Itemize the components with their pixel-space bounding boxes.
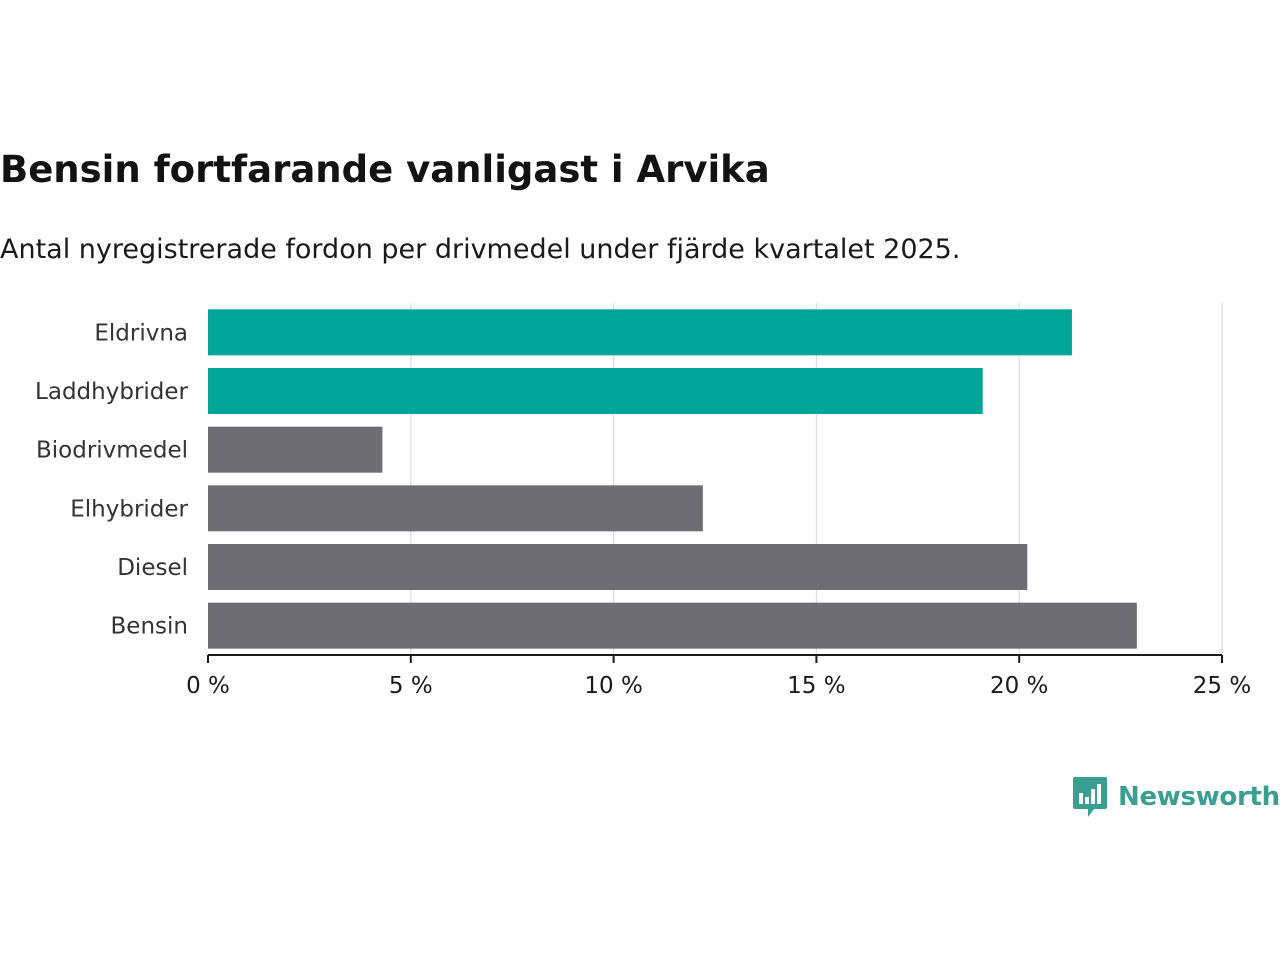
category-label: Bensin xyxy=(111,614,188,640)
grid-lines xyxy=(410,303,1223,655)
chart-title: Bensin fortfarande vanligast i Arvika xyxy=(0,148,770,191)
category-label: Eldrivna xyxy=(94,320,188,346)
bar-eldrivna xyxy=(208,309,1072,356)
x-tick-label: 0 % xyxy=(186,673,230,699)
x-tick-label: 15 % xyxy=(787,673,845,699)
x-tick-label: 5 % xyxy=(389,673,433,699)
chart-subtitle: Antal nyregistrerade fordon per drivmede… xyxy=(0,234,961,265)
bar-laddhybrider xyxy=(208,368,983,414)
bar-elhybrider xyxy=(208,485,703,532)
bar-diesel xyxy=(208,544,1028,590)
bar-bensin xyxy=(208,602,1137,649)
brand-logo: Newsworthy xyxy=(1072,775,1280,819)
x-tick-label: 10 % xyxy=(584,673,642,699)
x-tick-label: 20 % xyxy=(990,673,1048,699)
category-labels: Eldrivna Laddhybrider Biodrivmedel Elhybrid… xyxy=(35,320,188,639)
x-axis: 0 % 5 % 10 % 15 % 20 % 25 % xyxy=(186,654,1251,699)
bar-chart-icon xyxy=(1073,777,1107,817)
category-label: Diesel xyxy=(117,555,188,581)
category-label: Biodrivmedel xyxy=(36,438,188,464)
x-tick-label: 25 % xyxy=(1193,673,1251,699)
bars xyxy=(208,309,1137,649)
bar-chart: Eldrivna Laddhybrider Biodrivmedel Elhybrid… xyxy=(35,303,1251,699)
bar-biodrivmedel xyxy=(208,426,383,473)
category-label: Elhybrider xyxy=(70,496,188,522)
category-label: Laddhybrider xyxy=(35,379,188,405)
brand-name: Newsworthy xyxy=(1118,782,1280,812)
